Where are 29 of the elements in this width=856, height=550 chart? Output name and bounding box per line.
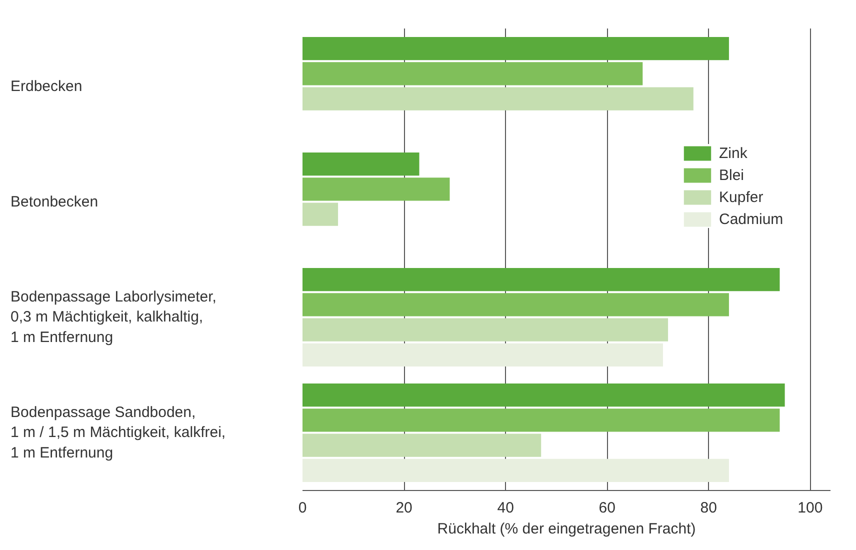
y-tick-label: Bodenpassage Sandboden, 1 m / 1,5 m Mächtigkeit, kalkfrei, 1 m Entfernung	[10, 404, 226, 462]
bar	[302, 62, 643, 86]
bar	[302, 268, 780, 292]
x-tick-label: 20	[396, 500, 412, 516]
bar	[302, 293, 729, 316]
x-tick-label: 40	[497, 500, 514, 516]
bar	[302, 458, 729, 482]
bar	[302, 152, 420, 176]
x-axis-title: Rückhalt (% der eingetragenen Fracht)	[437, 520, 696, 538]
legend-label: Zink	[719, 144, 748, 162]
bar	[302, 318, 668, 342]
bar	[302, 202, 338, 226]
y-tick-label: Bodenpassage Laborlysimeter, 0,3 m Mächtigkeit, kalkhaltig, 1 m Entfernung	[10, 288, 216, 346]
x-tick-label: 60	[598, 500, 616, 516]
legend-label: Blei	[719, 166, 744, 184]
x-tick-label: 100	[798, 500, 823, 516]
x-tick-label: 80	[700, 500, 717, 516]
legend-label: Cadmium	[719, 210, 784, 228]
legend-label: Kupfer	[719, 188, 764, 206]
bar	[302, 434, 542, 457]
bar	[302, 343, 663, 366]
bar	[302, 37, 729, 60]
y-tick-label: Betonbecken	[10, 193, 98, 210]
y-tick-label: Erdbecken	[10, 78, 82, 95]
bar	[302, 178, 450, 201]
bar	[302, 384, 785, 407]
bar	[302, 408, 780, 432]
x-tick-label: 0	[298, 500, 307, 516]
bar	[302, 87, 694, 110]
